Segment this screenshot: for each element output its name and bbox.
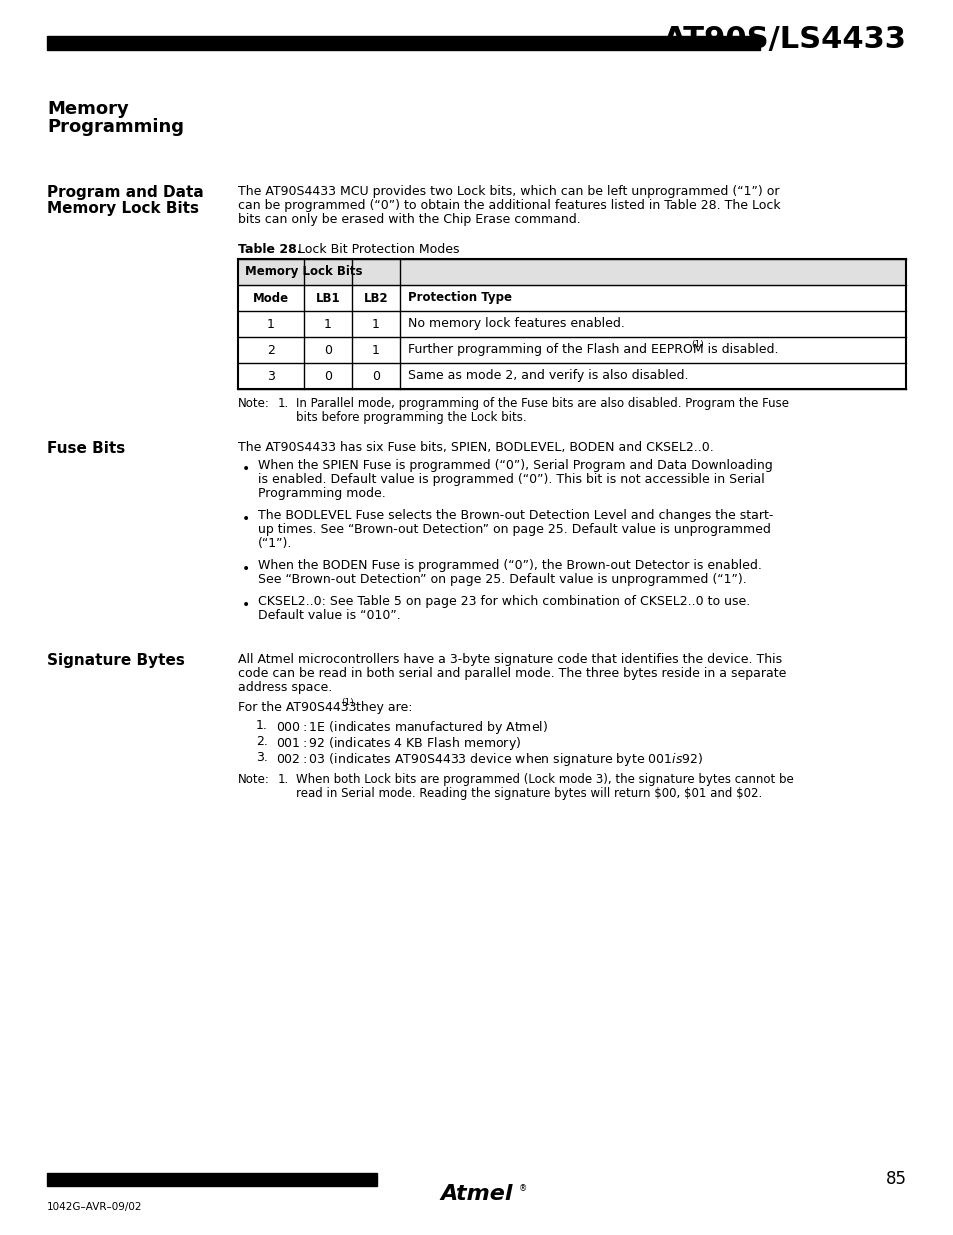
Bar bbox=[239, 259, 904, 285]
Text: Memory Lock Bits: Memory Lock Bits bbox=[47, 201, 199, 216]
Text: When the SPIEN Fuse is programmed (“0”), Serial Program and Data Downloading: When the SPIEN Fuse is programmed (“0”),… bbox=[257, 459, 772, 472]
Text: •: • bbox=[242, 562, 250, 576]
Text: 1042G–AVR–09/02: 1042G–AVR–09/02 bbox=[47, 1202, 142, 1212]
Text: Mode: Mode bbox=[253, 291, 289, 305]
Text: (1): (1) bbox=[690, 341, 702, 350]
Text: •: • bbox=[242, 462, 250, 475]
Text: Further programming of the Flash and EEPROM is disabled.: Further programming of the Flash and EEP… bbox=[408, 343, 778, 357]
Text: 0: 0 bbox=[324, 369, 332, 383]
Text: •: • bbox=[242, 598, 250, 613]
Text: In Parallel mode, programming of the Fuse bits are also disabled. Program the Fu: In Parallel mode, programming of the Fus… bbox=[295, 396, 788, 410]
Text: Note:: Note: bbox=[237, 396, 270, 410]
Text: 85: 85 bbox=[885, 1171, 906, 1188]
Text: Table 28.: Table 28. bbox=[237, 243, 301, 256]
Text: When the BODEN Fuse is programmed (“0”), the Brown-out Detector is enabled.: When the BODEN Fuse is programmed (“0”),… bbox=[257, 559, 761, 572]
Text: read in Serial mode. Reading the signature bytes will return $00, $01 and $02.: read in Serial mode. Reading the signatu… bbox=[295, 787, 761, 800]
Bar bbox=[239, 259, 904, 285]
Text: CKSEL2..0: See Table 5 on page 23 for which combination of CKSEL2..0 to use.: CKSEL2..0: See Table 5 on page 23 for wh… bbox=[257, 595, 749, 608]
Text: 2: 2 bbox=[267, 343, 274, 357]
Text: bits can only be erased with the Chip Erase command.: bits can only be erased with the Chip Er… bbox=[237, 212, 580, 226]
Text: 3.: 3. bbox=[255, 751, 268, 764]
Text: 1: 1 bbox=[372, 343, 379, 357]
Text: AT90S/LS4433: AT90S/LS4433 bbox=[662, 25, 906, 54]
Text: For the AT90S4433: For the AT90S4433 bbox=[237, 701, 356, 714]
Text: $001: $92 (indicates 4 KB Flash memory): $001: $92 (indicates 4 KB Flash memory) bbox=[275, 735, 520, 752]
Text: Same as mode 2, and verify is also disabled.: Same as mode 2, and verify is also disab… bbox=[408, 369, 688, 383]
Text: Memory: Memory bbox=[47, 100, 129, 119]
Text: (“1”).: (“1”). bbox=[257, 537, 292, 550]
Text: bits before programming the Lock bits.: bits before programming the Lock bits. bbox=[295, 411, 526, 424]
Text: Signature Bytes: Signature Bytes bbox=[47, 653, 185, 668]
Text: The AT90S4433 has six Fuse bits, SPIEN, BODLEVEL, BODEN and CKSEL2..0.: The AT90S4433 has six Fuse bits, SPIEN, … bbox=[237, 441, 713, 454]
Text: Note:: Note: bbox=[237, 773, 270, 785]
Text: can be programmed (“0”) to obtain the additional features listed in Table 28. Th: can be programmed (“0”) to obtain the ad… bbox=[237, 199, 780, 212]
Text: 1: 1 bbox=[324, 317, 332, 331]
Text: No memory lock features enabled.: No memory lock features enabled. bbox=[408, 317, 624, 331]
Text: LB2: LB2 bbox=[363, 291, 388, 305]
Text: code can be read in both serial and parallel mode. The three bytes reside in a s: code can be read in both serial and para… bbox=[237, 667, 785, 680]
Text: The AT90S4433 MCU provides two Lock bits, which can be left unprogrammed (“1”) o: The AT90S4433 MCU provides two Lock bits… bbox=[237, 185, 779, 198]
Text: 1: 1 bbox=[372, 317, 379, 331]
Text: 1.: 1. bbox=[277, 396, 289, 410]
Text: 1.: 1. bbox=[255, 719, 268, 732]
Text: Fuse Bits: Fuse Bits bbox=[47, 441, 125, 456]
Text: (1): (1) bbox=[340, 698, 354, 706]
Text: 0: 0 bbox=[372, 369, 379, 383]
Text: Memory Lock Bits: Memory Lock Bits bbox=[245, 266, 362, 279]
Text: LB1: LB1 bbox=[315, 291, 340, 305]
Text: All Atmel microcontrollers have a 3-byte signature code that identifies the devi: All Atmel microcontrollers have a 3-byte… bbox=[237, 653, 781, 666]
Text: Programming mode.: Programming mode. bbox=[257, 487, 385, 500]
Text: address space.: address space. bbox=[237, 680, 332, 694]
Text: 3: 3 bbox=[267, 369, 274, 383]
Text: Protection Type: Protection Type bbox=[408, 291, 512, 305]
Text: $002: $03 (indicates AT90S4433 device when signature byte $001 is $92): $002: $03 (indicates AT90S4433 device wh… bbox=[275, 751, 702, 768]
Text: 1.: 1. bbox=[277, 773, 289, 785]
Text: Programming: Programming bbox=[47, 119, 184, 136]
Text: ®: ® bbox=[518, 1184, 527, 1193]
Text: is enabled. Default value is programmed (“0”). This bit is not accessible in Ser: is enabled. Default value is programmed … bbox=[257, 473, 764, 487]
Text: Lock Bit Protection Modes: Lock Bit Protection Modes bbox=[290, 243, 459, 256]
Text: When both Lock bits are programmed (Lock mode 3), the signature bytes cannot be: When both Lock bits are programmed (Lock… bbox=[295, 773, 793, 785]
Text: Atmel: Atmel bbox=[440, 1184, 513, 1204]
Text: Program and Data: Program and Data bbox=[47, 185, 204, 200]
Bar bbox=[47, 36, 760, 49]
Text: Default value is “010”.: Default value is “010”. bbox=[257, 609, 400, 622]
Text: 2.: 2. bbox=[255, 735, 268, 748]
Text: $000: $1E (indicates manufactured by Atmel): $000: $1E (indicates manufactured by Atm… bbox=[275, 719, 548, 736]
Text: 1: 1 bbox=[267, 317, 274, 331]
Text: The BODLEVEL Fuse selects the Brown-out Detection Level and changes the start-: The BODLEVEL Fuse selects the Brown-out … bbox=[257, 509, 773, 522]
Text: See “Brown-out Detection” on page 25. Default value is unprogrammed (“1”).: See “Brown-out Detection” on page 25. De… bbox=[257, 573, 746, 585]
Text: •: • bbox=[242, 513, 250, 526]
Text: they are:: they are: bbox=[352, 701, 412, 714]
Text: up times. See “Brown-out Detection” on page 25. Default value is unprogrammed: up times. See “Brown-out Detection” on p… bbox=[257, 522, 770, 536]
Bar bbox=[47, 1173, 376, 1186]
Text: 0: 0 bbox=[324, 343, 332, 357]
